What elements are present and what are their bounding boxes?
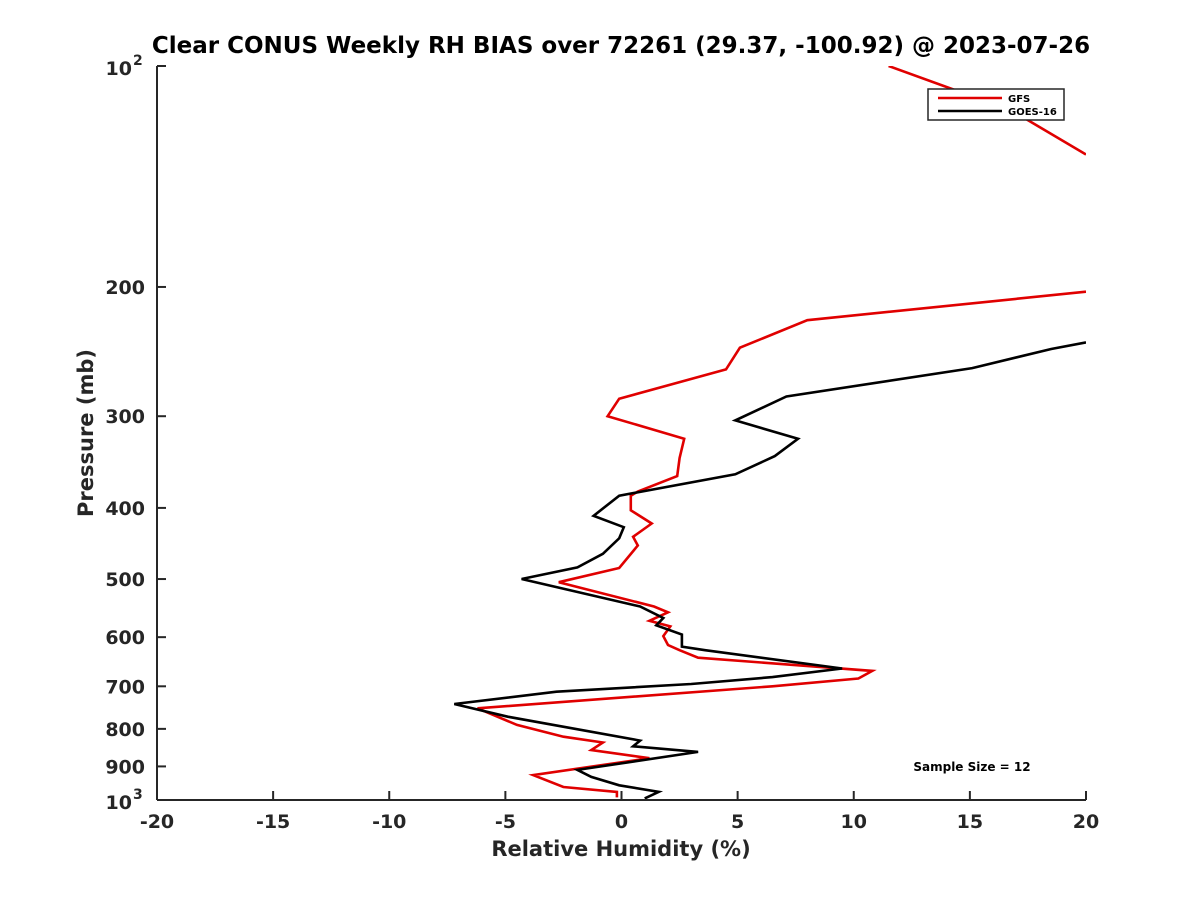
y-tick-label: 700 xyxy=(105,676,145,698)
x-axis-label: Relative Humidity (%) xyxy=(491,837,750,861)
legend: GFS GOES-16 xyxy=(927,88,1065,121)
y-tick-label-power: 10 xyxy=(106,792,132,814)
x-tick-label: 15 xyxy=(957,811,983,833)
legend-label: GFS xyxy=(1008,94,1030,105)
x-tick-label: -20 xyxy=(140,811,174,833)
y-tick-exponent: 3 xyxy=(133,787,143,803)
legend-label: GOES-16 xyxy=(1008,107,1057,118)
x-tick-label: 10 xyxy=(841,811,867,833)
y-tick-label: 300 xyxy=(105,406,145,428)
y-tick-label: 600 xyxy=(105,627,145,649)
y-tick-label: 200 xyxy=(105,277,145,299)
y-tick-label: 800 xyxy=(105,719,145,741)
series-line-goes-16 xyxy=(453,341,1086,800)
y-tick-label-power: 10 xyxy=(106,58,132,80)
x-tick-label: 0 xyxy=(615,811,628,833)
y-tick-exponent: 2 xyxy=(133,53,143,69)
x-tick-label: 20 xyxy=(1073,811,1099,833)
x-tick-label: -10 xyxy=(372,811,406,833)
y-axis-label: Pressure (mb) xyxy=(74,349,98,517)
x-tick-label: 5 xyxy=(731,811,744,833)
y-tick-label: 900 xyxy=(105,756,145,778)
x-tick-label: -15 xyxy=(256,811,290,833)
chart-title: Clear CONUS Weekly RH BIAS over 72261 (2… xyxy=(152,33,1090,59)
y-tick-label: 500 xyxy=(105,569,145,591)
y-tick-label: 400 xyxy=(105,498,145,520)
axes: -20 -15 -10 -5 0 5 10 15 20 200 300 400 500 600 700 800… xyxy=(105,53,1099,833)
x-tick-label: -5 xyxy=(495,811,516,833)
legend-box xyxy=(927,88,1065,121)
sample-size-annotation: Sample Size = 12 xyxy=(913,760,1030,774)
